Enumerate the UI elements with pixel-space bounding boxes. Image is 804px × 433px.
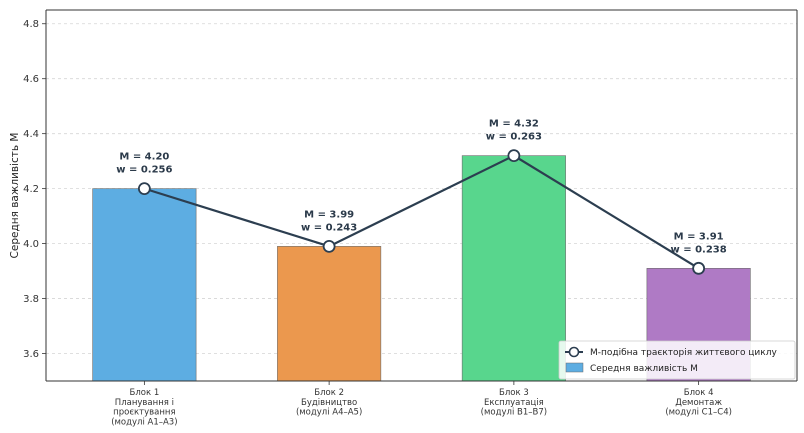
legend: M-подібна траєкторія життєвого циклу Сере…: [558, 340, 796, 380]
x-tick-label-line: Демонтаж: [675, 398, 722, 408]
annotation-w: w = 0.243: [301, 222, 357, 233]
legend-box: [558, 340, 796, 380]
x-tick-label: Блок 4 Демонтаж (модулі С1–С4): [665, 388, 732, 418]
y-tick-label: 4.4: [23, 129, 39, 140]
legend-label: Середня важливість M: [590, 364, 698, 374]
legend-line-marker: [568, 346, 580, 358]
annotation-m: M = 3.91: [674, 231, 724, 242]
bar: [461, 155, 566, 382]
annotation-w: w = 0.263: [486, 132, 542, 143]
y-tick-label: 3.6: [23, 349, 39, 360]
x-tick-label-line: Експлуатація: [484, 398, 544, 408]
y-tick-label: 3.8: [23, 294, 39, 305]
legend-bar-swatch: [565, 362, 584, 373]
x-tick-label: Блок 2 Будівництво (модулі А4–А5): [296, 388, 362, 418]
x-tick-label: Блок 1 Планування і проєктування (модулі А1…: [111, 388, 177, 427]
x-tick-label-line: Блок 2: [314, 388, 344, 398]
y-tick-label: 4.8: [23, 19, 39, 30]
x-tick-label-line: проєктування: [113, 408, 175, 418]
annotation-w: w = 0.238: [671, 244, 727, 255]
trajectory-polyline: [144, 154, 700, 270]
x-tick-label: Блок 3 Експлуатація (модулі В1–В7): [481, 388, 547, 418]
y-axis-title: Середня важливість M: [9, 133, 21, 259]
trajectory-point: [692, 261, 706, 275]
trajectory-point: [322, 239, 336, 253]
x-tick-label-line: Блок 3: [499, 388, 529, 398]
x-tick-label-line: Будівництво: [301, 398, 357, 408]
x-tick-label-line: Блок 4: [684, 388, 714, 398]
bar: [277, 246, 382, 382]
trajectory-point: [137, 182, 151, 196]
legend-label: M-подібна траєкторія життєвого циклу: [590, 348, 777, 358]
x-tick-label-line: (модулі А1–А3): [111, 417, 177, 427]
annotation-w: w = 0.256: [116, 165, 172, 176]
bars: [92, 155, 751, 382]
annotations: M = 4.20 w = 0.256 M = 3.99 w = 0.243 M = 4.…: [116, 119, 727, 256]
bar: [92, 188, 197, 382]
x-tick-label-line: (модулі В1–В7): [481, 408, 547, 418]
x-tick-label-line: Блок 1: [130, 388, 160, 398]
annotation-m: M = 4.32: [489, 119, 539, 130]
trajectory-point: [507, 149, 521, 163]
y-tick-label: 4.6: [23, 74, 39, 85]
trajectory-line: [137, 149, 706, 275]
x-tick-label-line: Планування і: [115, 398, 174, 408]
y-tick-label: 4.2: [23, 184, 39, 195]
annotation-m: M = 4.20: [119, 152, 169, 163]
x-tick-label-line: (модулі А4–А5): [296, 408, 362, 418]
annotation-m: M = 3.99: [304, 209, 354, 220]
y-tick-label: 4.0: [23, 239, 39, 250]
x-tick-label-line: (модулі С1–С4): [665, 408, 732, 418]
